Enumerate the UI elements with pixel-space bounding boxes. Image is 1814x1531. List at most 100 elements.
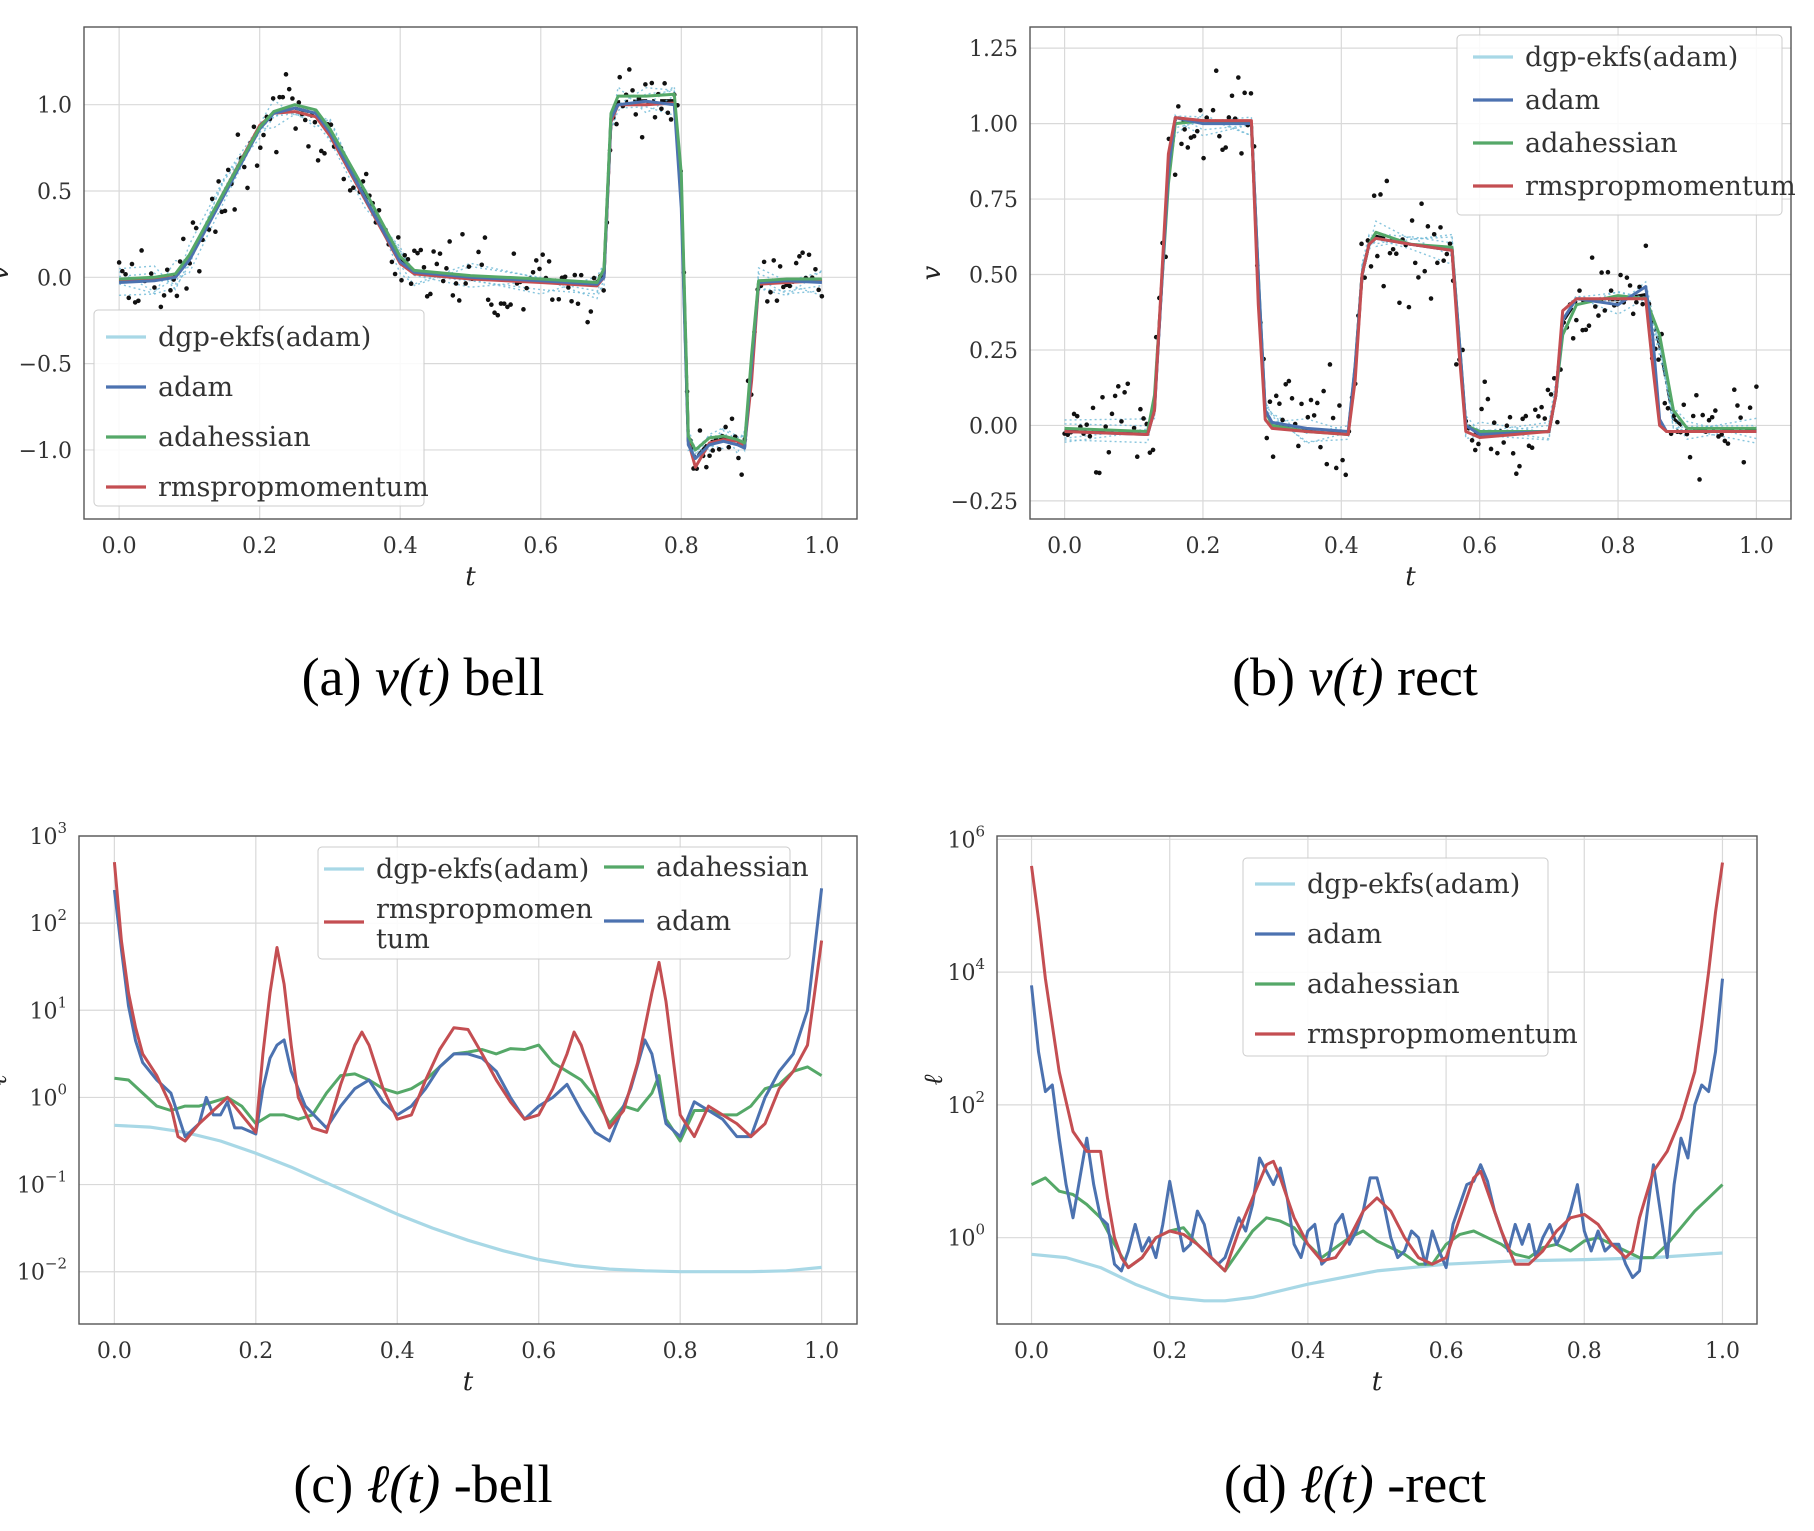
observation-point	[1435, 260, 1440, 266]
observation-point	[148, 271, 154, 276]
y-tick-label: 0.50	[969, 264, 1018, 289]
y-tick-label: 10−1	[17, 1168, 67, 1199]
observation-point	[601, 288, 606, 293]
x-axis-label: t	[463, 1367, 474, 1397]
observation-point	[270, 96, 276, 101]
observation-point	[1179, 141, 1184, 147]
observation-point	[274, 149, 279, 155]
observation-point	[296, 100, 302, 105]
observation-point	[456, 298, 462, 303]
observation-point	[277, 94, 282, 100]
observation-point	[424, 294, 430, 299]
legend: dgp-ekfs(adam) adam adahessian rmspropmomen…	[93, 309, 429, 507]
observation-point	[1327, 362, 1333, 367]
observation-point	[408, 281, 414, 287]
observation-point	[1378, 192, 1383, 197]
observation-point	[453, 281, 459, 286]
x-tick-label: 0.0	[1047, 534, 1082, 559]
observation-point	[328, 122, 334, 128]
observation-point	[251, 124, 257, 130]
observation-point	[1248, 91, 1254, 96]
observation-point	[710, 448, 716, 453]
plot-frame	[83, 26, 858, 520]
observation-point	[1735, 403, 1740, 408]
observation-point	[1283, 381, 1289, 387]
observation-point	[1213, 68, 1219, 74]
observation-point	[630, 88, 635, 93]
series-line-dgp	[114, 1123, 822, 1274]
legend: dgp-ekfs(adam) adahessian rmspropmomentum a…	[317, 846, 809, 960]
y-tick-label: −0.5	[19, 353, 72, 378]
y-tick-base: 10	[947, 1094, 975, 1119]
observation-point	[707, 453, 712, 459]
x-tick-label: 0.4	[383, 534, 418, 559]
y-tick-exponent: −2	[45, 1255, 67, 1273]
observation-point	[521, 307, 526, 312]
observation-point	[572, 272, 578, 278]
observation-point	[1270, 454, 1276, 460]
y-tick-exponent: −1	[45, 1168, 67, 1186]
observation-point	[1416, 275, 1421, 280]
observation-point	[482, 235, 488, 240]
observation-point	[530, 269, 536, 275]
observation-point	[306, 144, 311, 149]
y-tick-label: 102	[29, 906, 67, 937]
y-tick-label: 103	[29, 819, 67, 850]
observation-point	[1343, 472, 1349, 478]
observation-point	[1491, 420, 1497, 426]
observation-point	[1574, 317, 1579, 323]
observation-point	[614, 121, 619, 127]
observation-point	[174, 293, 180, 299]
y-tick-exponent: 3	[57, 819, 67, 837]
x-tick-label: 0.2	[1185, 534, 1220, 559]
observation-point	[1694, 392, 1699, 398]
legend-label-adahessian: adahessian	[1525, 128, 1678, 159]
caption-suffix: -rect	[1374, 1454, 1486, 1514]
observation-point	[492, 310, 497, 315]
observation-point	[447, 239, 452, 244]
y-tick-label: 106	[947, 822, 985, 853]
observation-point	[1182, 127, 1187, 132]
observation-point	[418, 247, 424, 253]
observation-point	[511, 251, 517, 256]
caption-c: (c) ℓ(t) -bell	[293, 1454, 552, 1514]
observation-point	[495, 312, 501, 318]
observation-point	[1425, 224, 1431, 229]
observation-point	[1536, 414, 1541, 419]
observation-point	[1390, 246, 1396, 252]
plot-frame	[78, 835, 858, 1325]
legend-label-adam: adam	[1307, 919, 1382, 950]
observation-point	[1131, 425, 1137, 431]
y-tick-label: 101	[29, 993, 67, 1024]
observation-point	[392, 271, 398, 277]
observation-point	[126, 295, 132, 301]
observation-point	[1242, 90, 1247, 96]
x-tick-label: 0.2	[1152, 1339, 1187, 1364]
observation-point	[363, 171, 369, 177]
observation-point	[1305, 414, 1311, 420]
observation-point	[1624, 275, 1630, 280]
observation-point	[1150, 447, 1156, 453]
observation-point	[1514, 471, 1519, 477]
observation-point	[1084, 422, 1090, 427]
observation-point	[193, 225, 199, 231]
chart-panel-d: 0.0 0.2 0.4 0.6 0.8 1.0100102104106tℓdgp-ekfs…	[919, 822, 1758, 1514]
observation-point	[318, 148, 324, 154]
posterior-sample-line	[1064, 113, 1757, 443]
observation-point	[1112, 393, 1118, 399]
observation-point	[816, 287, 821, 293]
observation-point	[235, 132, 241, 137]
y-tick-base: 10	[29, 999, 57, 1024]
observation-point	[351, 185, 356, 191]
observation-point	[569, 298, 574, 304]
observation-point	[428, 291, 433, 297]
x-tick-label: 0.0	[102, 534, 137, 559]
observation-point	[537, 266, 542, 272]
legend-label-adam: adam	[158, 372, 233, 403]
observation-point	[524, 285, 529, 291]
observation-point	[1176, 104, 1181, 109]
observation-point	[1277, 401, 1282, 407]
observation-point	[1172, 172, 1178, 178]
observation-point	[591, 275, 597, 281]
